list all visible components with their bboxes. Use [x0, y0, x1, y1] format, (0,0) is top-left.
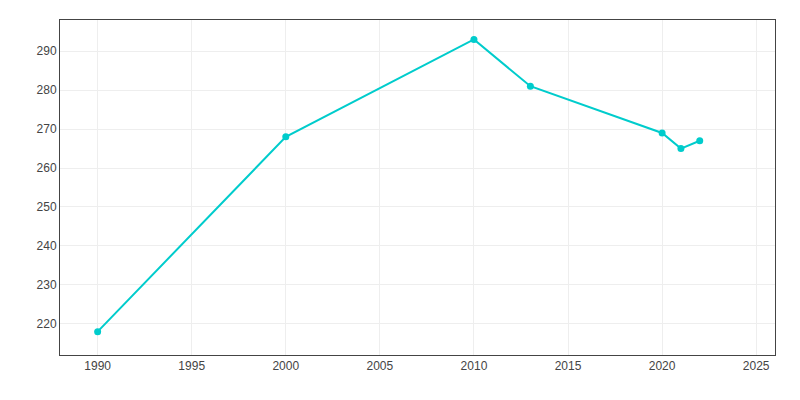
svg-text:230: 230 [37, 278, 57, 292]
svg-text:2025: 2025 [743, 359, 770, 373]
svg-text:1995: 1995 [178, 359, 205, 373]
svg-text:270: 270 [37, 122, 57, 136]
svg-text:2005: 2005 [367, 359, 394, 373]
svg-text:260: 260 [37, 161, 57, 175]
svg-text:250: 250 [37, 200, 57, 214]
svg-text:2000: 2000 [272, 359, 299, 373]
svg-text:220: 220 [37, 317, 57, 331]
svg-text:280: 280 [37, 83, 57, 97]
svg-text:1990: 1990 [84, 359, 111, 373]
svg-text:2020: 2020 [649, 359, 676, 373]
svg-text:290: 290 [37, 44, 57, 58]
svg-text:2010: 2010 [461, 359, 488, 373]
svg-text:240: 240 [37, 239, 57, 253]
svg-text:2015: 2015 [555, 359, 582, 373]
